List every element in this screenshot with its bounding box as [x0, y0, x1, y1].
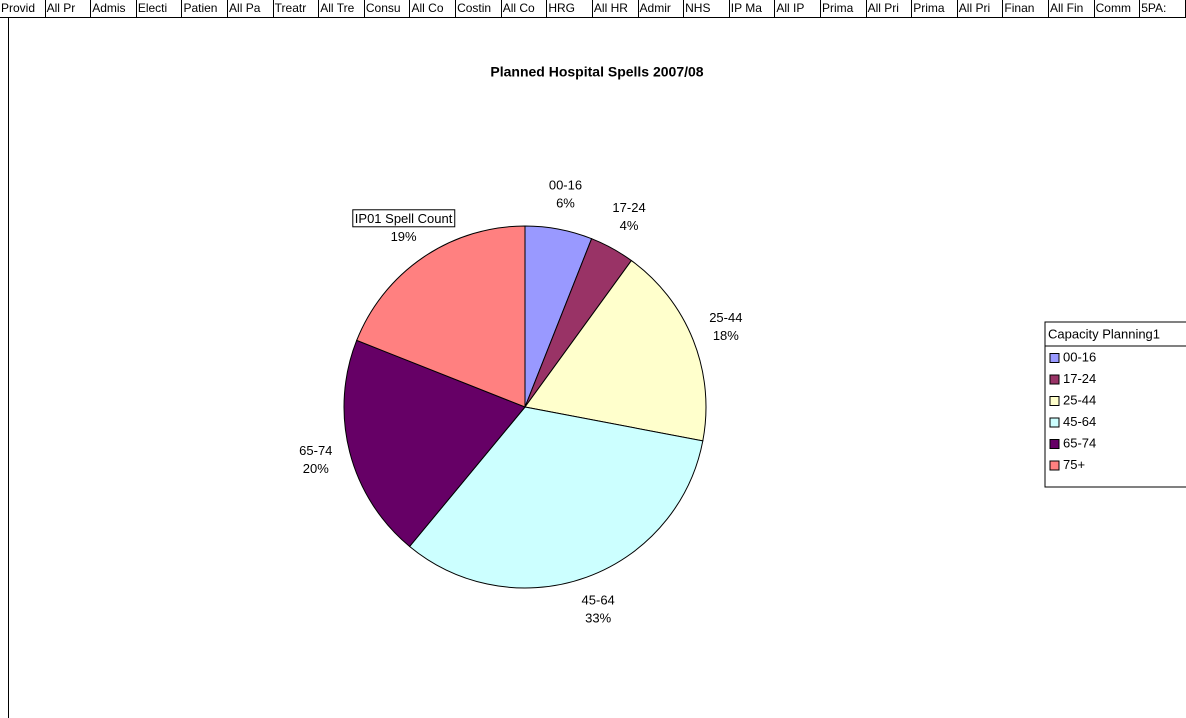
pie-slice — [524, 259, 707, 442]
slice-label-name: 17-24 — [612, 200, 645, 215]
sheet-tab[interactable]: Electi — [137, 0, 183, 17]
pie-slice — [356, 225, 526, 408]
slice-label-value: 18% — [713, 328, 739, 343]
slice-label-name: 65-74 — [299, 443, 332, 458]
slice-label-value: 33% — [585, 611, 611, 626]
slice-label-name: IP01 Spell Count — [355, 211, 453, 226]
legend-label: 00-16 — [1063, 349, 1096, 364]
sheet-tab[interactable]: All Pri — [867, 0, 913, 17]
sheet-tab[interactable]: All Co — [410, 0, 457, 17]
sheet-tab[interactable]: Admir — [639, 0, 685, 17]
sheet-tab[interactable]: 5PA: — [1140, 0, 1186, 17]
sheet-tab[interactable]: All IP — [775, 0, 821, 17]
pie-slice — [343, 339, 526, 548]
sheet-tab[interactable]: HRG — [547, 0, 593, 17]
slice-label-value: 6% — [556, 195, 575, 210]
legend-box — [1044, 321, 1186, 488]
slice-label-value: 20% — [303, 461, 329, 476]
slice-label-name: 00-16 — [549, 177, 582, 192]
sheet-tab[interactable]: Patien — [182, 0, 229, 17]
legend-swatch — [1049, 353, 1060, 363]
legend-label: 25-44 — [1063, 392, 1096, 407]
sheet-tab[interactable]: All Fin — [1049, 0, 1095, 17]
legend-label: 45-64 — [1063, 414, 1096, 429]
sheet-tab[interactable]: Finan — [1003, 0, 1050, 17]
sheet-tab[interactable]: NHS — [684, 0, 730, 17]
chart-frame — [8, 18, 1186, 718]
sheet-tab[interactable]: Costin — [456, 0, 502, 17]
slice-label-value: 4% — [620, 218, 639, 233]
sheet-tab[interactable]: Admis — [91, 0, 137, 17]
legend-swatch — [1049, 374, 1060, 385]
legend-label: 65-74 — [1063, 435, 1096, 450]
sheet-tab[interactable]: All Pa — [228, 0, 274, 17]
sheet-tab[interactable]: All HR — [593, 0, 639, 17]
sheet-tab[interactable]: All Tre — [319, 0, 365, 17]
sheet-tab[interactable]: Comm — [1095, 0, 1141, 17]
legend-swatch — [1049, 439, 1060, 449]
slice-label-name: 45-64 — [582, 593, 615, 608]
pie-slice — [408, 406, 704, 589]
sheet-tab[interactable]: Consu — [365, 0, 411, 17]
sheet-tab[interactable]: All Pri — [958, 0, 1004, 17]
legend-swatch — [1049, 460, 1060, 471]
legend-label: 17-24 — [1063, 371, 1096, 386]
sheet-tab[interactable]: Prima — [912, 0, 958, 17]
label-box — [352, 209, 456, 228]
sheet-tab[interactable]: Treatr — [274, 0, 320, 17]
sheet-tab[interactable]: All Co — [502, 0, 548, 17]
sheet-tabs: Provid All Pr Admis Electi Patien All Pa Treat… — [0, 0, 1186, 18]
slice-label-name: 25-44 — [709, 310, 742, 325]
sheet-tab[interactable]: Provid — [0, 0, 46, 17]
slice-label-value: 19% — [391, 229, 417, 244]
sheet-tab[interactable]: All Pr — [46, 0, 92, 17]
legend-swatch — [1049, 417, 1060, 428]
legend-swatch — [1049, 396, 1060, 406]
sheet-tab[interactable]: Prima — [821, 0, 867, 17]
legend-title: Capacity Planning1 — [1048, 326, 1160, 341]
chart-title: Planned Hospital Spells 2007/08 — [490, 64, 703, 80]
legend-label: 75+ — [1063, 457, 1085, 472]
sheet-tab[interactable]: IP Ma — [730, 0, 776, 17]
